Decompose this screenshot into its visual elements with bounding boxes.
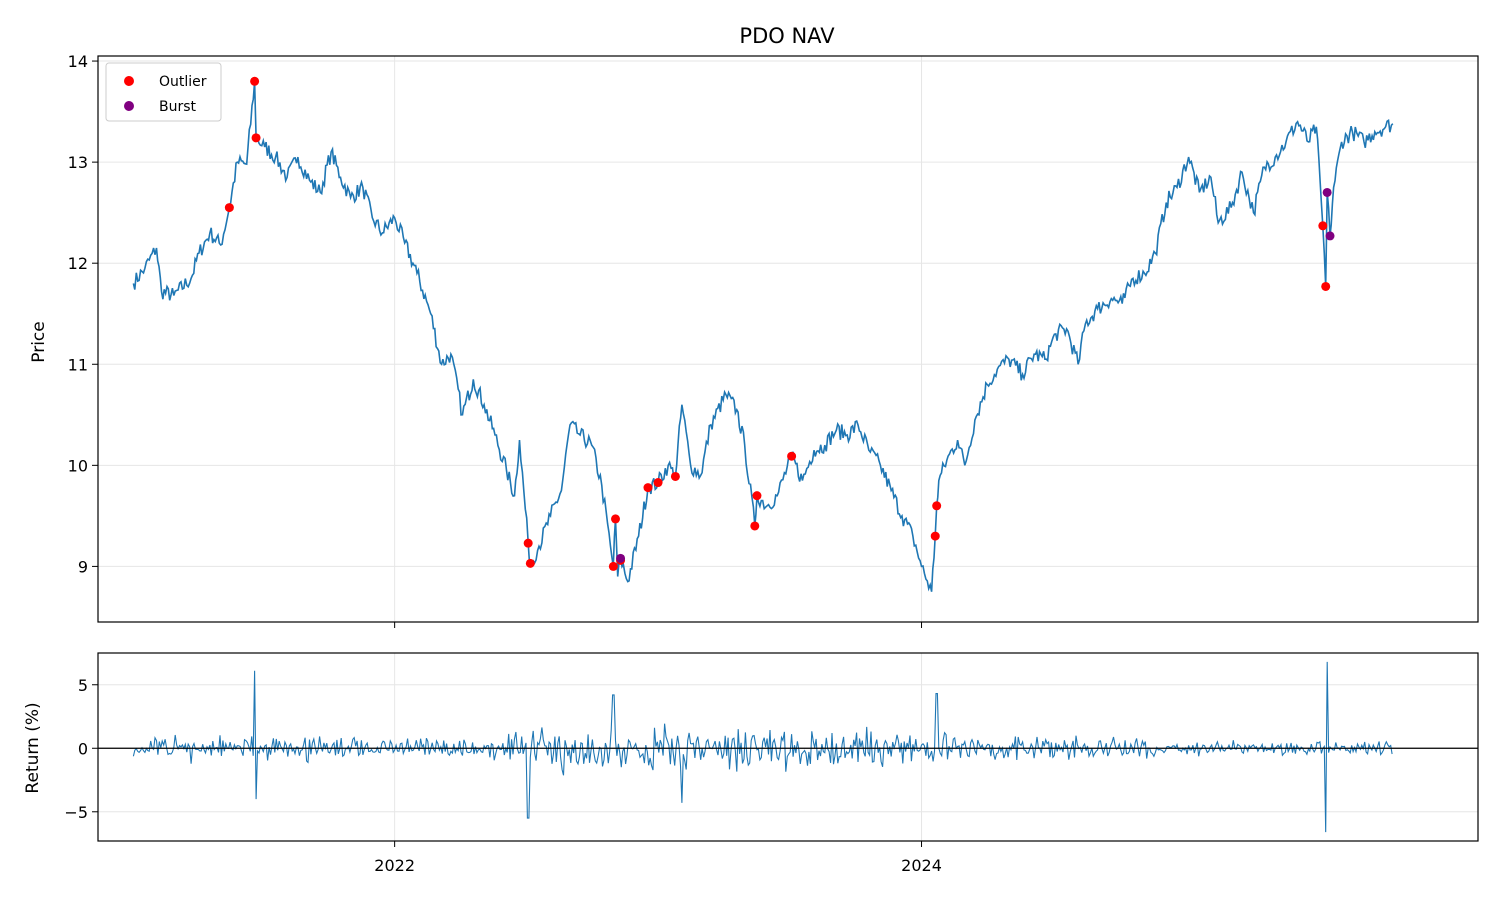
outlier-point (250, 76, 260, 86)
return-axis-label: Return (%) (23, 702, 43, 793)
outlier-point (251, 133, 261, 143)
outlier-point (523, 538, 533, 548)
outlier-point (525, 558, 535, 568)
outlier-point (643, 483, 653, 493)
price-tick-label: 13 (68, 153, 88, 172)
return-tick-label: 0 (78, 739, 88, 758)
outlier-point (932, 501, 942, 511)
price-line (132, 81, 1394, 592)
return-frame (97, 652, 1479, 842)
price-tick-label: 11 (68, 355, 88, 374)
price-panel: 9 10 11 12 13 14 Outlier Burst (68, 52, 1479, 628)
chart-title: PDO NAV (739, 24, 835, 48)
price-tick-label: 14 (68, 52, 88, 71)
legend-burst-label: Burst (159, 99, 197, 115)
burst-point (1322, 187, 1332, 197)
price-frame (97, 55, 1479, 623)
x-tick-label: 2022 (374, 856, 415, 875)
outlier-point (608, 561, 618, 571)
outlier-point (224, 203, 234, 213)
x-tick-label: 2024 (901, 856, 942, 875)
return-panel: −5 0 5 2022 2024 (64, 652, 1479, 875)
outlier-point (787, 451, 797, 461)
legend-box (105, 62, 222, 122)
burst-point (616, 553, 626, 563)
outlier-point (653, 478, 663, 488)
outlier-point (1318, 221, 1328, 231)
legend-outlier-label: Outlier (159, 74, 207, 90)
burst-point (1325, 231, 1335, 241)
outlier-point (1321, 281, 1331, 291)
return-tick-label: 5 (78, 676, 88, 695)
outlier-point (750, 521, 760, 531)
outlier-point (670, 471, 680, 481)
legend-burst-marker (124, 101, 134, 111)
outlier-point (930, 531, 940, 541)
price-tick-label: 9 (78, 557, 88, 576)
price-tick-label: 12 (68, 254, 88, 273)
return-tick-label: −5 (64, 803, 88, 822)
outlier-point (611, 514, 620, 524)
price-tick-label: 10 (68, 456, 88, 475)
outlier-point (752, 491, 762, 501)
price-axis-label: Price (29, 321, 49, 362)
legend: Outlier Burst (105, 62, 222, 122)
legend-outlier-marker (124, 76, 134, 86)
return-line (132, 661, 1393, 833)
